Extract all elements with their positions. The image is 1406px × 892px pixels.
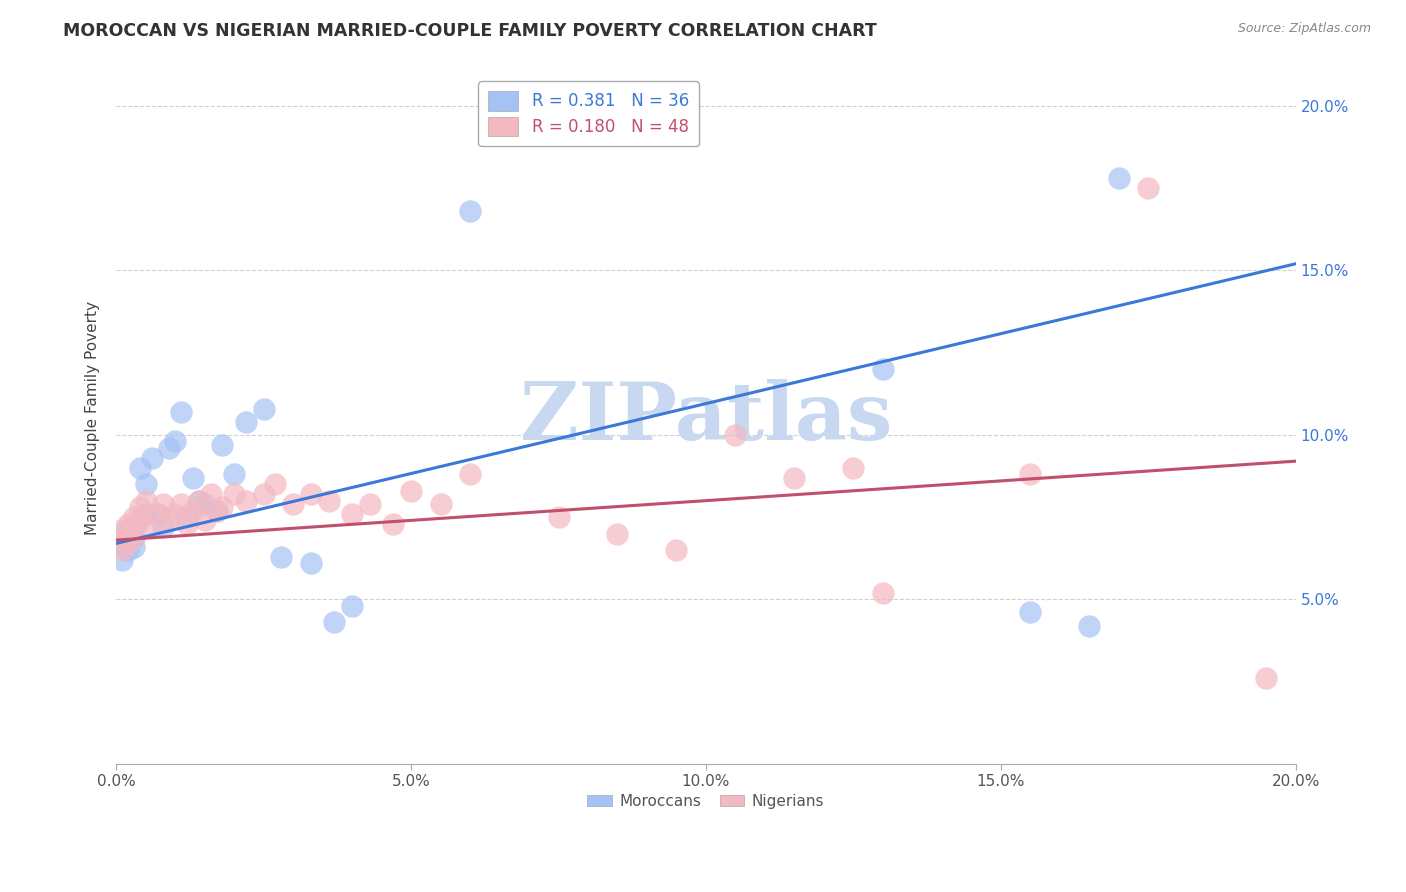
Point: [340, 507, 363, 521]
Point: [170, 405, 193, 419]
Point: [146, 507, 169, 521]
Point: [1019, 467, 1042, 482]
Point: [128, 500, 150, 515]
Point: [165, 507, 187, 521]
Point: [724, 427, 747, 442]
Point: [224, 467, 246, 482]
Point: [270, 549, 292, 564]
Point: [111, 523, 134, 537]
Point: [211, 500, 233, 515]
Point: [146, 507, 169, 521]
Point: [205, 503, 228, 517]
Point: [111, 526, 134, 541]
Point: [122, 530, 145, 544]
Point: [783, 470, 806, 484]
Point: [122, 520, 145, 534]
Point: [117, 543, 139, 558]
Text: ZIPatlas: ZIPatlas: [520, 379, 891, 458]
Point: [141, 450, 163, 465]
Point: [135, 507, 157, 521]
Point: [128, 513, 150, 527]
Point: [606, 526, 628, 541]
Point: [1108, 171, 1130, 186]
Point: [1078, 618, 1101, 632]
Point: [429, 497, 451, 511]
Point: [117, 526, 139, 541]
Point: [187, 493, 209, 508]
Point: [141, 520, 163, 534]
Point: [224, 487, 246, 501]
Point: [194, 513, 217, 527]
Point: [135, 477, 157, 491]
Point: [170, 497, 193, 511]
Point: [458, 204, 481, 219]
Point: [165, 434, 187, 449]
Point: [122, 520, 145, 534]
Point: [111, 536, 134, 550]
Point: [842, 460, 865, 475]
Point: [253, 487, 276, 501]
Point: [157, 441, 180, 455]
Point: [299, 556, 322, 570]
Y-axis label: Married-Couple Family Poverty: Married-Couple Family Poverty: [86, 301, 100, 535]
Point: [359, 497, 381, 511]
Point: [547, 510, 569, 524]
Point: [211, 438, 233, 452]
Point: [152, 497, 174, 511]
Point: [111, 553, 134, 567]
Point: [194, 497, 217, 511]
Point: [299, 487, 322, 501]
Point: [122, 530, 145, 544]
Point: [1019, 606, 1042, 620]
Point: [181, 470, 204, 484]
Point: [318, 493, 340, 508]
Legend: Moroccans, Nigerians: Moroccans, Nigerians: [581, 788, 831, 815]
Point: [872, 586, 894, 600]
Point: [399, 483, 422, 498]
Point: [117, 533, 139, 548]
Point: [117, 536, 139, 550]
Point: [458, 467, 481, 482]
Point: [205, 503, 228, 517]
Point: [181, 503, 204, 517]
Point: [176, 516, 198, 531]
Point: [872, 362, 894, 376]
Point: [135, 493, 157, 508]
Point: [122, 540, 145, 554]
Point: [187, 493, 209, 508]
Point: [283, 497, 305, 511]
Point: [1254, 671, 1277, 685]
Point: [665, 543, 688, 558]
Point: [235, 415, 257, 429]
Point: [117, 523, 139, 537]
Point: [152, 520, 174, 534]
Point: [200, 487, 222, 501]
Point: [253, 401, 276, 416]
Point: [111, 533, 134, 548]
Text: Source: ZipAtlas.com: Source: ZipAtlas.com: [1237, 22, 1371, 36]
Point: [117, 516, 139, 531]
Text: MOROCCAN VS NIGERIAN MARRIED-COUPLE FAMILY POVERTY CORRELATION CHART: MOROCCAN VS NIGERIAN MARRIED-COUPLE FAMI…: [63, 22, 877, 40]
Point: [157, 513, 180, 527]
Point: [235, 493, 257, 508]
Point: [122, 510, 145, 524]
Point: [382, 516, 405, 531]
Point: [176, 510, 198, 524]
Point: [340, 599, 363, 613]
Point: [128, 460, 150, 475]
Point: [1137, 181, 1160, 195]
Point: [323, 615, 346, 630]
Point: [264, 477, 287, 491]
Point: [111, 543, 134, 558]
